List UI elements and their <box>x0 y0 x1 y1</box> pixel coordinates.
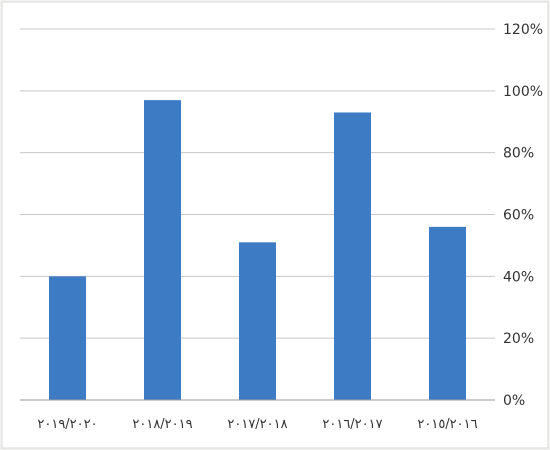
x-tick-label: ٢٠١٦/٢٠١٧ <box>322 417 382 432</box>
y-tick-label: 60% <box>503 208 534 224</box>
y-tick-label: 120% <box>503 22 543 38</box>
bars <box>49 100 466 400</box>
x-axis-ticks: ٢٠١٩/٢٠٢٠ ٢٠١٨/٢٠١٩ ٢٠١٧/٢٠١٨ ٢٠١٦/٢٠١٧ ٢٠١٥… <box>37 417 477 432</box>
bar <box>239 242 276 400</box>
y-tick-label: 80% <box>503 146 534 162</box>
y-tick-label: 20% <box>503 331 534 347</box>
x-tick-label: ٢٠١٥/٢٠١٦ <box>417 417 477 432</box>
x-tick-label: ٢٠١٧/٢٠١٨ <box>227 417 287 432</box>
y-axis-ticks: 0% 20% 40% 60% 80% 100% 120% <box>503 22 543 409</box>
x-tick-label: ٢٠١٨/٢٠١٩ <box>132 417 192 432</box>
bar <box>429 226 466 400</box>
bar <box>334 112 371 400</box>
y-tick-label: 40% <box>503 269 534 285</box>
y-tick-label: 0% <box>503 393 525 409</box>
y-tick-label: 100% <box>503 84 543 100</box>
gridlines <box>20 28 495 339</box>
bar <box>49 276 86 400</box>
x-tick-label: ٢٠١٩/٢٠٢٠ <box>37 417 97 432</box>
bar <box>144 100 181 400</box>
